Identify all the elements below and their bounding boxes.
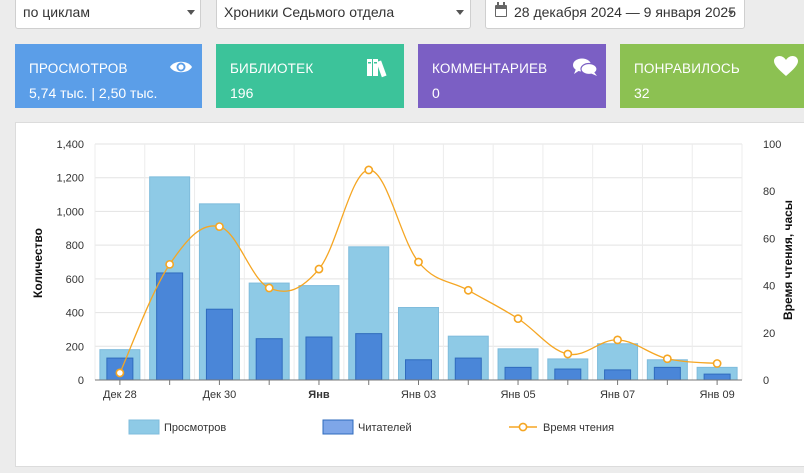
card-views: ПРОСМОТРОВ 5,74 тыс. | 2,50 тыс. <box>15 44 202 108</box>
y-tick-label: 200 <box>66 341 84 353</box>
card-likes: ПОНРАВИЛОСЬ 32 <box>620 44 804 108</box>
y2-tick-label: 40 <box>763 281 775 293</box>
chart-legend: Просмотров Читателей Время чтения <box>128 419 614 435</box>
card-comments-label: КОММЕНТАРИЕВ <box>432 61 548 76</box>
y-tick-label: 1,000 <box>56 206 84 218</box>
calendar-icon <box>495 2 507 17</box>
card-libraries-value: 196 <box>230 85 254 101</box>
reading-time-point <box>613 335 622 345</box>
comments-icon <box>573 58 598 76</box>
legend-label: Время чтения <box>543 422 614 434</box>
y2-axis-label: Время чтения, часы <box>781 200 795 320</box>
chevron-down-icon <box>728 11 734 15</box>
readers-bar <box>454 357 482 381</box>
group-by-value: по циклам <box>23 4 90 20</box>
x-tick-label: Дек 30 <box>203 389 237 401</box>
group-by-select[interactable]: по циклам <box>15 0 201 29</box>
readers-bar <box>653 366 681 381</box>
card-views-value: 5,74 тыс. | 2,50 тыс. <box>29 85 158 101</box>
reading-time-point <box>513 314 523 324</box>
readers-bar <box>703 373 731 381</box>
y-tick-label: 800 <box>66 240 84 252</box>
reading-time-point <box>414 257 423 267</box>
reading-time-line <box>115 165 722 378</box>
reading-time-point <box>563 349 573 359</box>
readers-bar <box>604 369 632 381</box>
y-tick-label: 1,400 <box>56 139 84 151</box>
y-tick-label: 0 <box>78 375 84 387</box>
y-tick-label: 400 <box>66 308 84 320</box>
legend-item-readers: Читателей <box>322 419 412 435</box>
x-tick-label: Янв 05 <box>500 389 535 401</box>
legend-swatch <box>128 419 160 435</box>
chevron-down-icon <box>187 10 195 15</box>
y2-tick-label: 20 <box>763 328 775 340</box>
x-tick-label: Янв <box>308 389 330 401</box>
y2-tick-label: 100 <box>763 139 781 151</box>
y-tick-label: 1,200 <box>56 173 84 185</box>
card-libraries: БИБЛИОТЕК 196 <box>216 44 404 108</box>
combo-chart: 0 200 400 600 800 1,000 1,200 1,400 0 20 40 60 80 100… <box>31 139 795 435</box>
legend-swatch <box>322 419 354 435</box>
eye-icon <box>170 61 192 73</box>
card-likes-value: 32 <box>634 85 650 101</box>
legend-item-views: Просмотров <box>128 419 226 435</box>
readers-bar <box>305 336 333 381</box>
card-libraries-label: БИБЛИОТЕК <box>230 61 314 76</box>
readers-bar <box>205 308 233 381</box>
readers-bar <box>255 338 283 381</box>
x-tick-label: Янв 09 <box>700 389 735 401</box>
reading-time-point <box>115 368 125 378</box>
y2-tick-label: 80 <box>763 186 775 198</box>
chevron-down-icon <box>456 10 464 15</box>
y2-tick-label: 0 <box>763 375 769 387</box>
books-icon <box>367 59 387 78</box>
reading-time-point <box>215 222 224 231</box>
chart-panel: 0 200 400 600 800 1,000 1,200 1,400 0 20 40 60 80 100… <box>15 122 804 467</box>
reading-time-point <box>364 165 374 175</box>
y-tick-label: 600 <box>66 274 84 286</box>
series-select[interactable]: Хроники Седьмого отдела <box>216 0 471 29</box>
y-axis-label: Количество <box>31 228 45 298</box>
readers-bar <box>156 272 184 381</box>
reading-time-point <box>165 259 175 269</box>
series-value: Хроники Седьмого отдела <box>224 4 395 20</box>
x-tick-label: Дек 28 <box>103 389 137 401</box>
reading-time-point <box>463 285 473 295</box>
readers-bar <box>554 368 582 381</box>
reading-time-point <box>712 359 722 368</box>
x-tick-label: Янв 07 <box>600 389 635 401</box>
legend-label: Читателей <box>358 422 412 434</box>
readers-bar <box>405 359 432 381</box>
legend-label: Просмотров <box>164 422 226 434</box>
card-views-label: ПРОСМОТРОВ <box>29 61 128 76</box>
reading-time-point <box>314 264 324 274</box>
reading-time-point <box>662 354 672 364</box>
card-comments-value: 0 <box>432 85 440 101</box>
readers-bar <box>355 333 383 381</box>
legend-item-reading-time: Время чтения <box>509 422 614 434</box>
chart-axes: 0 200 400 600 800 1,000 1,200 1,400 0 20 40 60 80 100… <box>56 139 781 401</box>
card-likes-label: ПОНРАВИЛОСЬ <box>634 61 740 76</box>
legend-swatch <box>518 422 528 432</box>
readers-bar <box>504 366 532 381</box>
x-tick-label: Янв 03 <box>401 389 436 401</box>
date-range-select[interactable]: 28 декабря 2024 — 9 января 2025 <box>485 0 745 29</box>
y2-tick-label: 60 <box>763 233 775 245</box>
heart-icon <box>774 56 798 76</box>
filters-bar: по циклам Хроники Седьмого отдела 28 дек… <box>0 0 804 32</box>
date-range-value: 28 декабря 2024 — 9 января 2025 <box>514 4 736 20</box>
card-comments: КОММЕНТАРИЕВ 0 <box>418 44 606 108</box>
reading-time-point <box>264 283 274 293</box>
